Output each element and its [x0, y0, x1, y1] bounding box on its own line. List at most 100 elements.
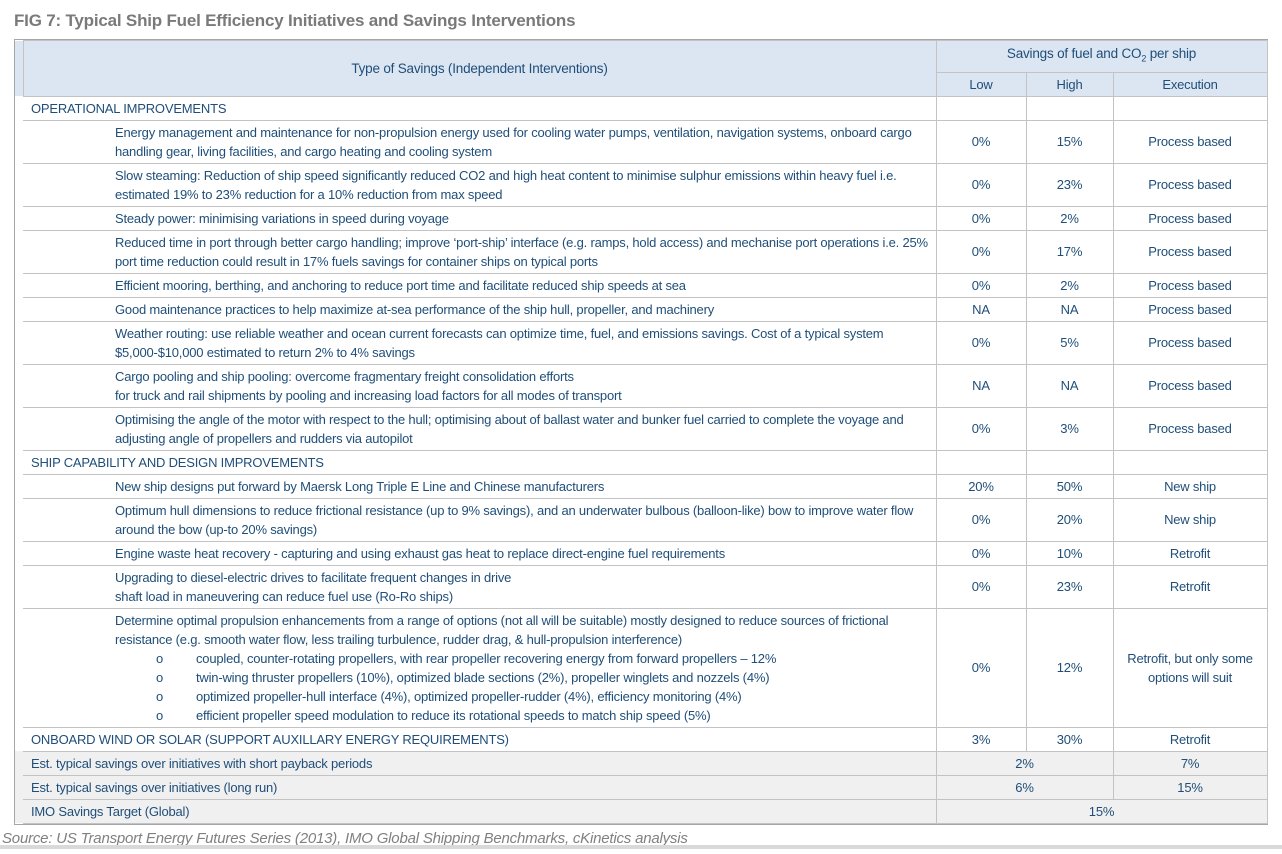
- high-cell: 2%: [1025, 205, 1114, 231]
- bullet-text: twin-wing thruster propellers (10%), opt…: [196, 669, 770, 685]
- bullet-item: o optimized propeller-hull interface (4%)…: [156, 687, 930, 706]
- savings-table-grid: Type of Savings (Independent Interventio…: [15, 40, 1268, 824]
- low-cell: 0%: [935, 607, 1027, 728]
- summary-label: IMO Savings Target (Global): [23, 798, 937, 824]
- empty-cell: [1025, 95, 1114, 121]
- summary-row-imo-target: IMO Savings Target (Global) 15%: [15, 798, 1268, 824]
- gutter-cell: [15, 407, 23, 450]
- section-label: SHIP CAPABILITY AND DESIGN IMPROVEMENTS: [23, 449, 937, 475]
- low-cell: NA: [935, 363, 1027, 408]
- group-header-text: Savings of fuel and CO: [1006, 46, 1142, 61]
- empty-cell: [935, 449, 1027, 475]
- type-of-savings-label: Type of Savings (Independent Interventio…: [351, 60, 608, 76]
- bullet-item: o twin-wing thruster propellers (10%), op…: [156, 668, 930, 687]
- execution-cell: Process based: [1112, 119, 1268, 164]
- high-cell: 3%: [1025, 406, 1114, 451]
- table-row: Optimising the angle of the motor with r…: [15, 406, 1268, 451]
- description-text: Slow steaming: Reduction of ship speed s…: [115, 167, 897, 202]
- description-text: shaft load in maneuvering can reduce fue…: [115, 588, 453, 604]
- high-cell: 20%: [1025, 497, 1114, 542]
- initiative-description: Weather routing: use reliable weather an…: [23, 320, 937, 365]
- table-header-row-group: Type of Savings (Independent Interventio…: [15, 40, 1268, 97]
- empty-cell: [935, 95, 1027, 121]
- empty-cell: [1112, 449, 1268, 475]
- low-cell: 0%: [935, 320, 1027, 365]
- table-row: Cargo pooling and ship pooling: overcome…: [15, 363, 1268, 408]
- low-cell: 0%: [935, 497, 1027, 542]
- initiative-description: Cargo pooling and ship pooling: overcome…: [23, 363, 937, 408]
- gutter-cell: [15, 206, 23, 230]
- low-high-merged-cell: 2%: [935, 750, 1114, 776]
- summary-label: Est. typical savings over initiatives wi…: [23, 750, 937, 776]
- table-row: Engine waste heat recovery - capturing a…: [15, 540, 1268, 566]
- low-cell: 0%: [935, 119, 1027, 164]
- initiative-description: Good maintenance practices to help maxim…: [23, 296, 937, 322]
- execution-cell: Retrofit: [1112, 726, 1268, 752]
- group-header-suffix: per ship: [1146, 46, 1197, 61]
- low-cell: NA: [935, 296, 1027, 322]
- gutter-cell: [15, 608, 23, 727]
- section-label: ONBOARD WIND OR SOLAR (SUPPORT AUXILLARY…: [23, 726, 937, 752]
- execution-cell: New ship: [1112, 497, 1268, 542]
- gutter-cell: [15, 775, 23, 800]
- gutter-cell: [15, 565, 23, 608]
- high-cell: 50%: [1025, 473, 1114, 499]
- bottom-rule: [0, 845, 1282, 849]
- execution-cell: Process based: [1112, 162, 1268, 207]
- execution-cell: Retrofit: [1112, 540, 1268, 566]
- high-column-header: High: [1025, 71, 1114, 97]
- section-row-operational: OPERATIONAL IMPROVEMENTS: [15, 95, 1268, 121]
- initiative-description: New ship designs put forward by Maersk L…: [23, 473, 937, 499]
- gutter-cell: [15, 120, 23, 163]
- merged-value-cell: 15%: [935, 798, 1268, 824]
- section-label: OPERATIONAL IMPROVEMENTS: [23, 95, 937, 121]
- bullet-marker: o: [156, 688, 164, 704]
- execution-cell: 15%: [1112, 774, 1268, 800]
- bullet-text: optimized propeller-hull interface (4%),…: [196, 688, 742, 704]
- bullet-marker: o: [156, 669, 164, 685]
- execution-cell: Process based: [1112, 406, 1268, 451]
- gutter-cell: [15, 751, 23, 776]
- high-cell: 12%: [1025, 607, 1114, 728]
- high-cell: 17%: [1025, 229, 1114, 274]
- co2-subscript: 2: [1141, 53, 1147, 64]
- bullet-marker: o: [156, 707, 164, 723]
- gutter-cell: [15, 163, 23, 206]
- gutter-cell: [15, 297, 23, 321]
- gutter-cell: [15, 541, 23, 565]
- summary-row-long-run: Est. typical savings over initiatives (l…: [15, 774, 1268, 800]
- description-text: Engine waste heat recovery - capturing a…: [115, 545, 725, 561]
- summary-row-short-payback: Est. typical savings over initiatives wi…: [15, 750, 1268, 776]
- execution-cell: Process based: [1112, 296, 1268, 322]
- execution-cell: New ship: [1112, 473, 1268, 499]
- section-row-ship-capability: SHIP CAPABILITY AND DESIGN IMPROVEMENTS: [15, 449, 1268, 475]
- low-cell: 0%: [935, 272, 1027, 298]
- gutter-cell: [15, 40, 23, 97]
- low-cell: 0%: [935, 229, 1027, 274]
- initiative-description: Optimum hull dimensions to reduce fricti…: [23, 497, 937, 542]
- table-header-row-columns: Low High Execution: [15, 71, 1268, 97]
- low-cell: 0%: [935, 406, 1027, 451]
- table-row: Good maintenance practices to help maxim…: [15, 296, 1268, 322]
- bullet-text: efficient propeller speed modulation to …: [196, 707, 711, 723]
- description-text: Efficient mooring, berthing, and anchori…: [115, 277, 686, 293]
- table-row: Slow steaming: Reduction of ship speed s…: [15, 162, 1268, 207]
- execution-cell: Process based: [1112, 363, 1268, 408]
- description-text: Weather routing: use reliable weather an…: [115, 325, 884, 360]
- gutter-cell: [15, 273, 23, 297]
- initiative-description: Efficient mooring, berthing, and anchori…: [23, 272, 937, 298]
- high-cell: 15%: [1025, 119, 1114, 164]
- table-row: Steady power: minimising variations in s…: [15, 205, 1268, 231]
- execution-column-header: Execution: [1112, 71, 1268, 97]
- execution-cell: Process based: [1112, 320, 1268, 365]
- gutter-cell: [15, 450, 23, 474]
- gutter-cell: [15, 96, 23, 120]
- description-text: Determine optimal propulsion enhancement…: [115, 612, 889, 647]
- low-cell: 3%: [935, 726, 1027, 752]
- execution-cell: Retrofit: [1112, 564, 1268, 609]
- source-line: Source: US Transport Energy Futures Seri…: [2, 829, 688, 847]
- summary-label: Est. typical savings over initiatives (l…: [23, 774, 937, 800]
- gutter-cell: [15, 474, 23, 498]
- gutter-cell: [15, 230, 23, 273]
